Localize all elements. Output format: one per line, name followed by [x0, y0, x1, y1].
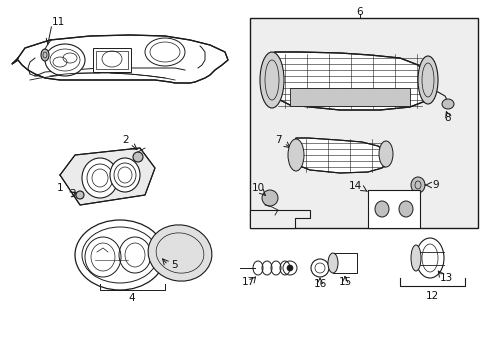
Bar [332, 253, 356, 273]
Ellipse shape [148, 225, 211, 281]
Text: 13: 13 [439, 273, 452, 283]
Text: 5: 5 [171, 260, 178, 270]
Ellipse shape [286, 265, 292, 271]
Ellipse shape [327, 253, 337, 273]
Ellipse shape [441, 99, 453, 109]
Ellipse shape [374, 201, 388, 217]
Text: 1: 1 [57, 183, 63, 193]
Ellipse shape [76, 191, 84, 199]
Text: 12: 12 [425, 291, 438, 301]
Text: 11: 11 [51, 17, 64, 27]
Text: 16: 16 [313, 279, 326, 289]
Ellipse shape [45, 44, 85, 76]
Ellipse shape [133, 152, 142, 162]
Text: 6: 6 [356, 7, 363, 17]
Text: 14: 14 [348, 181, 361, 191]
Text: 3: 3 [68, 189, 75, 199]
Text: 7: 7 [274, 135, 281, 145]
Polygon shape [60, 148, 155, 205]
Bar [249, 18, 477, 228]
Ellipse shape [262, 190, 278, 206]
Ellipse shape [410, 177, 424, 193]
Bar [289, 88, 409, 106]
Ellipse shape [378, 141, 392, 167]
Ellipse shape [398, 201, 412, 217]
Text: 15: 15 [338, 277, 351, 287]
Text: 8: 8 [444, 113, 450, 123]
Bar [367, 190, 419, 228]
Ellipse shape [415, 238, 443, 278]
Ellipse shape [287, 139, 304, 171]
Polygon shape [249, 210, 309, 228]
Ellipse shape [145, 38, 184, 66]
Bar [96, 51, 128, 69]
Text: 17: 17 [241, 277, 254, 287]
Text: 10: 10 [251, 183, 264, 193]
Bar [93, 48, 131, 72]
Ellipse shape [41, 49, 49, 61]
Ellipse shape [110, 158, 140, 192]
Polygon shape [267, 52, 431, 110]
Ellipse shape [417, 56, 437, 104]
Polygon shape [292, 138, 387, 173]
Ellipse shape [82, 158, 118, 198]
Text: 4: 4 [128, 293, 135, 303]
Ellipse shape [260, 52, 284, 108]
Ellipse shape [410, 245, 420, 271]
Ellipse shape [75, 220, 164, 290]
Polygon shape [12, 35, 227, 83]
Text: 2: 2 [122, 135, 129, 145]
Text: 9: 9 [431, 180, 438, 190]
